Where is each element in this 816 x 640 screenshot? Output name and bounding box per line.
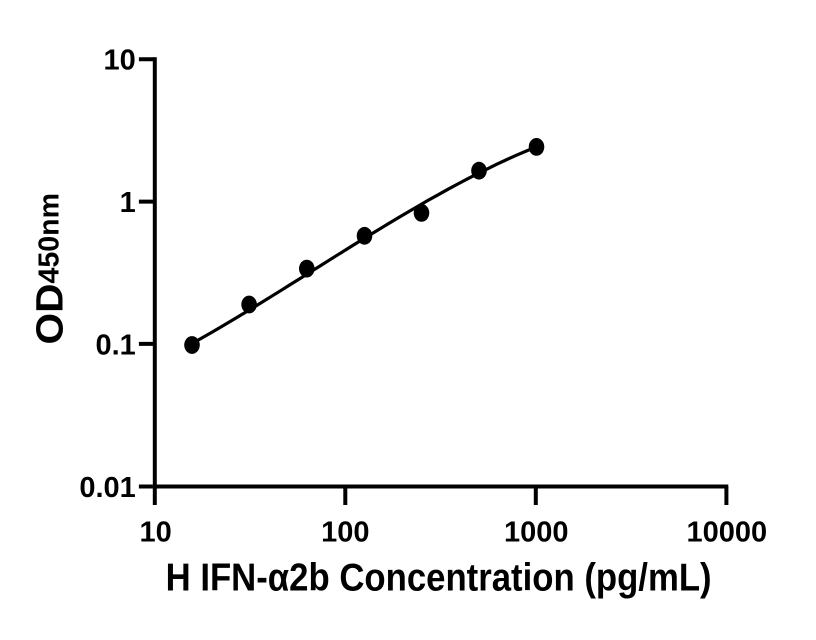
svg-text:0.1: 0.1 xyxy=(95,329,135,361)
svg-text:OD450nm: OD450nm xyxy=(30,193,72,345)
svg-text:100: 100 xyxy=(321,516,369,548)
svg-text:H IFN-α2b Concentration (pg/mL: H IFN-α2b Concentration (pg/mL) xyxy=(166,557,712,600)
svg-text:10000: 10000 xyxy=(686,516,767,548)
svg-text:1000: 1000 xyxy=(504,516,569,548)
svg-text:0.01: 0.01 xyxy=(79,472,135,504)
svg-text:1: 1 xyxy=(120,187,136,219)
svg-text:10: 10 xyxy=(104,45,136,77)
svg-text:10: 10 xyxy=(139,516,171,548)
